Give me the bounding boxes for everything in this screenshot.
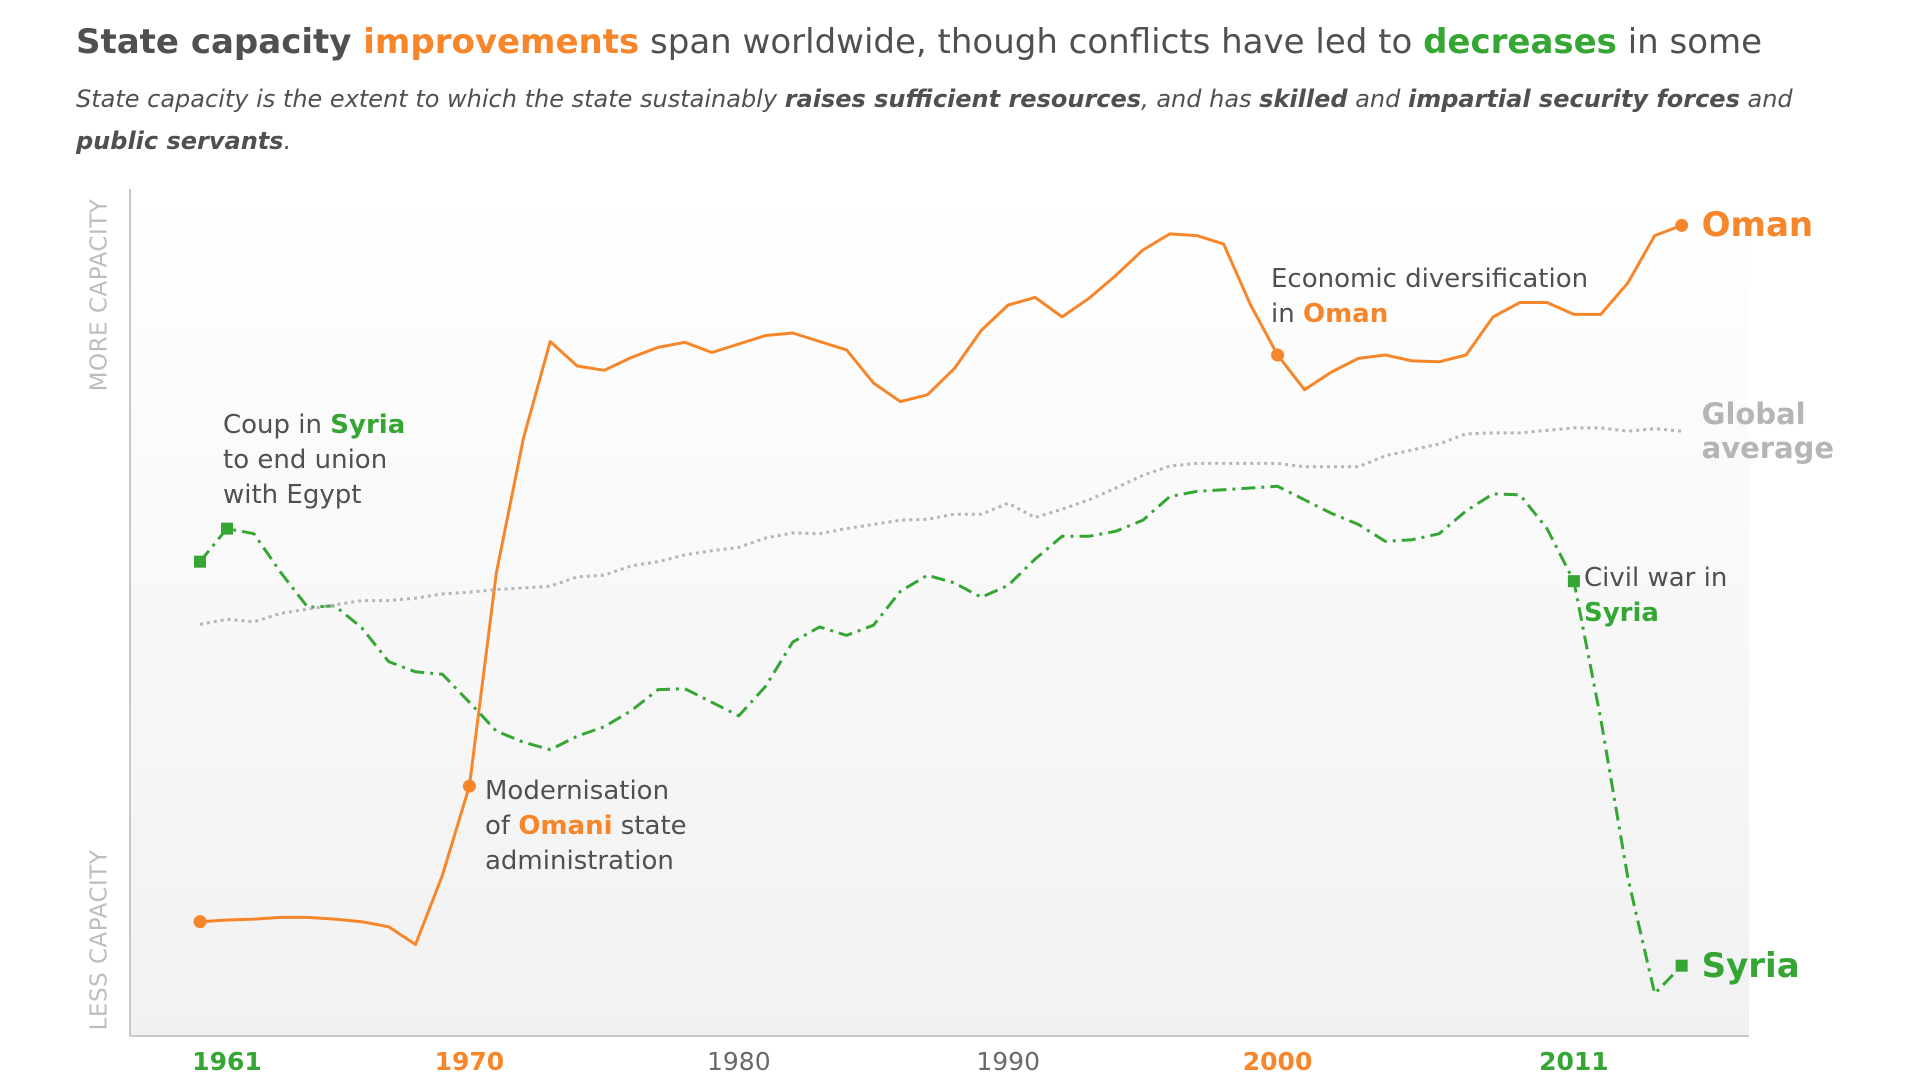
series-label: Syria [1701, 945, 1800, 986]
text-part: Oman [1302, 299, 1389, 329]
annotation: Coup in Syria to end union with Egypt [223, 408, 405, 513]
text-part: in [1271, 299, 1303, 329]
marker [1567, 575, 1580, 588]
text-part: decreases [1423, 22, 1617, 62]
text-part: of [485, 811, 519, 841]
text-part: public servants [76, 127, 284, 155]
x-tick-label: 2011 [1539, 1047, 1609, 1076]
annotation-line: in Oman [1271, 297, 1588, 332]
annotation: Modernisation of Omani state administratio… [485, 774, 687, 879]
annotation-line: Syria [1584, 596, 1727, 631]
annotation: Civil war in Syria [1584, 561, 1727, 631]
text-part: Syria [1584, 598, 1659, 628]
series-label: Global average [1701, 397, 1835, 466]
text-part: and [1347, 85, 1408, 113]
text-part: State capacity is the extent to which th… [76, 85, 785, 113]
text-part: to end union [223, 445, 388, 475]
annotation-line: to end union [223, 443, 405, 478]
text-part: administration [485, 846, 674, 876]
marker [1675, 959, 1688, 972]
annotation-line: Modernisation [485, 774, 687, 809]
text-part: raises sufficient resources [784, 85, 1142, 113]
text-part: and [1739, 85, 1793, 113]
text-part: Civil war in [1584, 563, 1728, 593]
text-part: impartial security forces [1407, 85, 1740, 113]
annotation-line: Civil war in [1584, 561, 1727, 596]
marker [194, 555, 207, 568]
annotation-line: administration [485, 844, 687, 879]
annotation-line: Economic diversification [1271, 262, 1588, 297]
x-tick-label: 1990 [976, 1047, 1040, 1076]
text-part: Omani [518, 811, 613, 841]
chart-subtitle: State capacity is the extent to which th… [76, 78, 1816, 162]
text-part: State capacity [76, 22, 364, 62]
annotation-line: Coup in Syria [223, 408, 405, 443]
text-part: Syria [330, 410, 406, 440]
series-line [198, 484, 1683, 996]
x-tick-label: 1980 [707, 1047, 771, 1076]
annotation-line: with Egypt [223, 478, 405, 513]
chart-title: State capacity improvements span worldwi… [76, 22, 1762, 62]
text-part: , and has [1141, 85, 1260, 113]
text-part: in some [1616, 22, 1763, 62]
text-part: . [283, 127, 292, 155]
marker [462, 779, 476, 793]
marker [1271, 348, 1285, 362]
text-part: improvements [363, 22, 640, 62]
annotation-line: of Omani state [485, 809, 687, 844]
y-label-top: MORE CAPACITY [87, 198, 113, 391]
series-line [199, 223, 1683, 946]
marker [220, 522, 233, 535]
x-tick-label: 2000 [1243, 1047, 1313, 1076]
marker [193, 915, 207, 929]
text-part: state [612, 811, 687, 841]
annotation: Economic diversification in Oman [1271, 262, 1588, 332]
text-part: skilled [1259, 85, 1348, 113]
y-label-bottom: LESS CAPACITY [87, 849, 113, 1030]
x-tick-label: 1970 [435, 1047, 505, 1076]
text-part: span worldwide, though conflicts have le… [639, 22, 1424, 62]
plot-background [130, 189, 1749, 1036]
x-tick-label: 1961 [192, 1047, 262, 1076]
text-part: Modernisation [485, 776, 670, 806]
text-part: Economic diversification [1271, 264, 1589, 294]
text-part: with Egypt [223, 480, 362, 510]
text-part: Coup in [223, 410, 331, 440]
series-label: Oman [1701, 205, 1814, 246]
marker [1675, 218, 1689, 232]
